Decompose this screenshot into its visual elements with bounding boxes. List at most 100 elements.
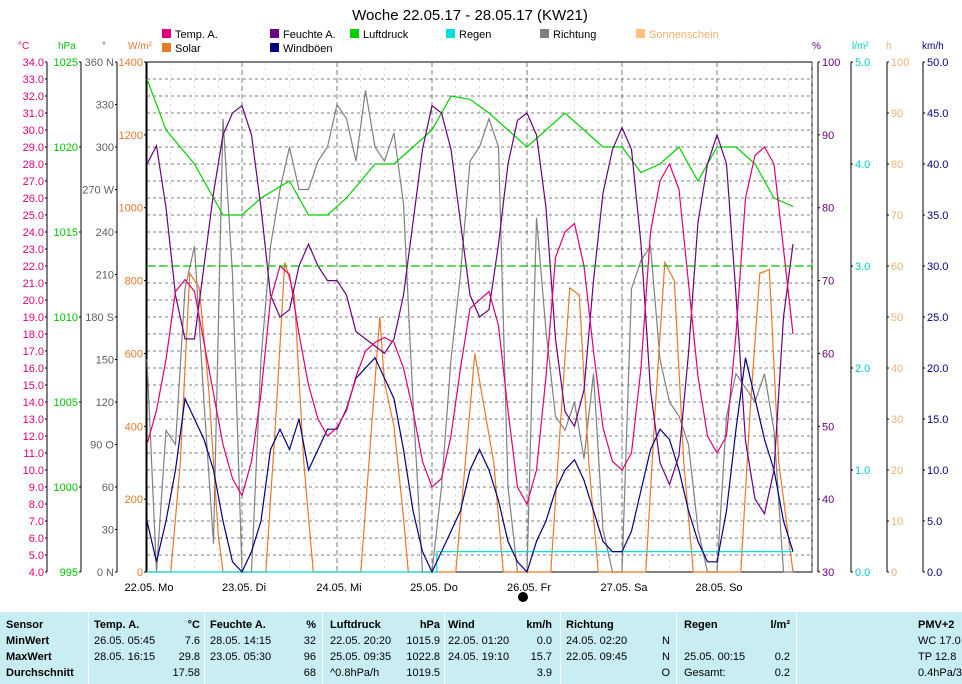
axis-tick-temp: 20.0 xyxy=(23,295,44,307)
pmv-column: PMV+2 WC 17.0 TP 12.8 0.4hPa/3 xyxy=(918,612,962,684)
axis-tick-rain: 0.0 xyxy=(855,567,870,579)
pmv-trend: 0.4hPa/3 xyxy=(918,667,962,679)
temp-max-time: 28.05. 16:15 xyxy=(94,651,156,663)
axis-tick-sunshine: 40 xyxy=(891,363,903,375)
press-trend: ^0.8hPa/h xyxy=(330,667,380,679)
legend-swatch-4 xyxy=(350,29,359,38)
plot-area: °C 34.0 33.0 32.0 31.0 30.0 29.0 28.0 27.0 26.0 25… xyxy=(18,41,948,579)
axis-tick-solar: 1200 xyxy=(119,130,143,142)
axis-tick-solar: 1400 xyxy=(119,57,143,69)
axis-tick-temp: 21.0 xyxy=(23,278,44,290)
hum-max-time: 23.05. 05:30 xyxy=(210,651,272,663)
axis-tick-wind: 20.0 xyxy=(927,363,948,375)
axis-tick-direction: 0 N xyxy=(97,567,114,579)
wind-header: Wind xyxy=(448,619,475,631)
axis-unit-rain: l/m² xyxy=(852,41,869,52)
pmv-tp: TP 12.8 xyxy=(918,651,957,663)
axis-tick-direction: 360 N xyxy=(85,57,114,69)
legend-label-7: Sonnenschein xyxy=(649,29,719,41)
rain-header: Regen xyxy=(684,619,718,631)
axis-tick-temp: 27.0 xyxy=(23,176,44,188)
axis-unit-pressure: hPa xyxy=(58,41,76,52)
axis-tick-humidity: 90 xyxy=(822,130,834,142)
axis-tick-temp: 17.0 xyxy=(23,346,44,358)
x-label-day-0: 22.05. Mo xyxy=(125,582,174,594)
press-max-value: 1022.8 xyxy=(406,651,440,663)
axis-tick-temp: 8.0 xyxy=(29,499,44,511)
axis-tick-humidity: 60 xyxy=(822,348,834,360)
row-label-max: MaxWert xyxy=(6,651,52,663)
axis-tick-temp: 25.0 xyxy=(23,210,44,222)
axis-tick-solar: 1000 xyxy=(119,203,143,215)
series-line-direction xyxy=(146,90,793,573)
axis-tick-temp: 4.0 xyxy=(29,567,44,579)
axis-tick-temp: 5.0 xyxy=(29,550,44,562)
legend-swatch-5 xyxy=(446,29,455,38)
stats-table: Sensor MinWert MaxWert Durchschnitt Temp… xyxy=(0,612,962,684)
axis-tick-direction: 150 xyxy=(96,355,114,367)
current-day-marker xyxy=(518,592,528,602)
axis-tick-wind: 30.0 xyxy=(927,261,948,273)
hum-header: Feuchte A. xyxy=(210,619,266,631)
x-axis-labels: 22.05. Mo 23.05. Di 24.05. Mi 25.05. Do 26.0… xyxy=(125,582,743,594)
axis-unit-solar: W/m² xyxy=(128,41,153,52)
axis-tick-solar: 0 xyxy=(137,567,143,579)
legend-swatch-1 xyxy=(162,43,171,52)
axis-tick-wind: 50.0 xyxy=(927,57,948,69)
axis-tick-temp: 34.0 xyxy=(23,57,44,69)
legend-label-5: Regen xyxy=(459,29,491,41)
x-label-day-6: 28.05. So xyxy=(695,582,742,594)
temp-min-time: 26.05. 05:45 xyxy=(94,635,156,647)
axis-unit-humidity: % xyxy=(812,41,821,52)
legend-label-4: Luftdruck xyxy=(363,29,409,41)
hum-avg-value: 68 xyxy=(303,667,316,679)
axis-tick-pressure: 1000 xyxy=(54,482,78,494)
axis-tick-humidity: 100 xyxy=(822,57,840,69)
axis-tick-humidity: 70 xyxy=(822,276,834,288)
axis-tick-temp: 19.0 xyxy=(23,312,44,324)
rain-unit: l/m² xyxy=(770,619,790,631)
x-label-day-5: 27.05. Sa xyxy=(600,582,648,594)
axis-tick-temp: 31.0 xyxy=(23,108,44,120)
temp-avg-value: 17.58 xyxy=(172,667,200,679)
temp-header: Temp. A. xyxy=(94,619,140,631)
series-line-humidity xyxy=(146,104,794,516)
press-min-time: 22.05. 20:20 xyxy=(330,635,392,647)
chart-title: Woche 22.05.17 - 28.05.17 (KW21) xyxy=(352,7,588,24)
axis-tick-direction: 60 xyxy=(102,482,114,494)
axis-tick-sunshine: 90 xyxy=(891,108,903,120)
axis-tick-pressure: 1010 xyxy=(54,312,78,324)
x-label-day-2: 24.05. Mi xyxy=(316,582,361,594)
axis-tick-temp: 33.0 xyxy=(23,74,44,86)
axis-tick-wind: 35.0 xyxy=(927,210,948,222)
axis-tick-wind: 0.0 xyxy=(927,567,942,579)
axis-unit-direction: ° xyxy=(102,41,106,52)
axis-tick-humidity: 30 xyxy=(822,567,834,579)
legend-swatch-2 xyxy=(270,29,279,38)
axis-tick-temp: 23.0 xyxy=(23,244,44,256)
axis-tick-direction: 210 xyxy=(96,270,114,282)
axis-tick-rain: 5.0 xyxy=(855,57,870,69)
axis-tick-sunshine: 10 xyxy=(891,516,903,528)
axis-tick-sunshine: 30 xyxy=(891,414,903,426)
axis-tick-sunshine: 20 xyxy=(891,465,903,477)
axis-tick-temp: 9.0 xyxy=(29,482,44,494)
legend-label-3: Windböen xyxy=(283,43,333,55)
axis-tick-temp: 7.0 xyxy=(29,516,44,528)
axis-tick-pressure: 1020 xyxy=(54,142,78,154)
axis-tick-humidity: 40 xyxy=(822,494,834,506)
axis-tick-sunshine: 100 xyxy=(891,57,909,69)
axis-tick-solar: 600 xyxy=(125,348,143,360)
wind-max-value: 15.7 xyxy=(530,651,552,663)
axis-tick-temp: 28.0 xyxy=(23,159,44,171)
axis-tick-temp: 32.0 xyxy=(23,91,44,103)
axis-tick-sunshine: 0 xyxy=(891,567,897,579)
axis-tick-rain: 3.0 xyxy=(855,261,870,273)
press-max-time: 25.05. 09:35 xyxy=(330,651,392,663)
axis-tick-temp: 10.0 xyxy=(23,465,44,477)
x-label-day-4: 26.05. Fr xyxy=(507,582,551,594)
rain-total-value: 0.2 xyxy=(774,667,790,679)
axis-unit-wind: km/h xyxy=(922,41,944,52)
dir-avg-value: O xyxy=(661,667,670,679)
axis-tick-direction: 90 O xyxy=(90,440,114,452)
